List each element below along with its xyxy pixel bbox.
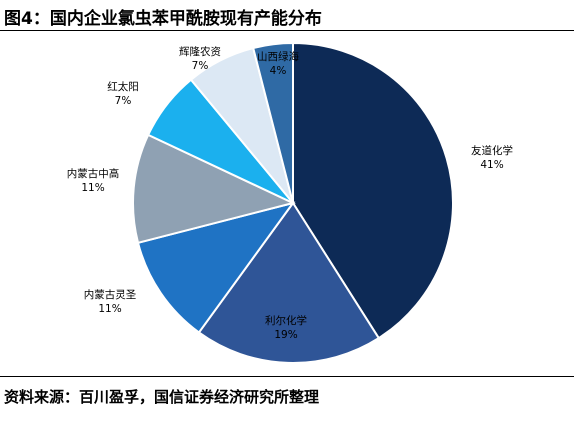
source-rule — [0, 376, 574, 377]
slice-name-label: 内蒙古中高 — [67, 167, 120, 180]
slice-name-label: 内蒙古灵圣 — [84, 288, 137, 301]
title-rule — [0, 30, 574, 31]
slice-value-label: 7% — [192, 60, 209, 72]
source-note: 资料来源：百川盈孚，国信证券经济研究所整理 — [4, 388, 320, 406]
slice-name-label: 红太阳 — [107, 80, 139, 93]
slice-name-label: 友道化学 — [471, 144, 513, 157]
chart-title: 图4：国内企业氯虫苯甲酰胺现有产能分布 — [4, 9, 322, 29]
slice-value-label: 11% — [98, 303, 121, 315]
pie-slice — [251, 41, 294, 204]
slice-value-label: 19% — [274, 329, 297, 341]
slice-name-label: 利尔化学 — [265, 314, 307, 327]
slice-value-label: 11% — [81, 182, 104, 194]
pie-slice — [197, 201, 381, 364]
slice-value-label: 7% — [115, 95, 132, 107]
slice-value-label: 41% — [480, 159, 503, 171]
slice-value-label: 4% — [270, 65, 287, 77]
slice-name-label: 山西绿海 — [257, 50, 299, 63]
pie-slice — [132, 133, 296, 245]
pie-slice — [136, 201, 296, 334]
slice-name-label: 辉隆农资 — [179, 45, 221, 58]
